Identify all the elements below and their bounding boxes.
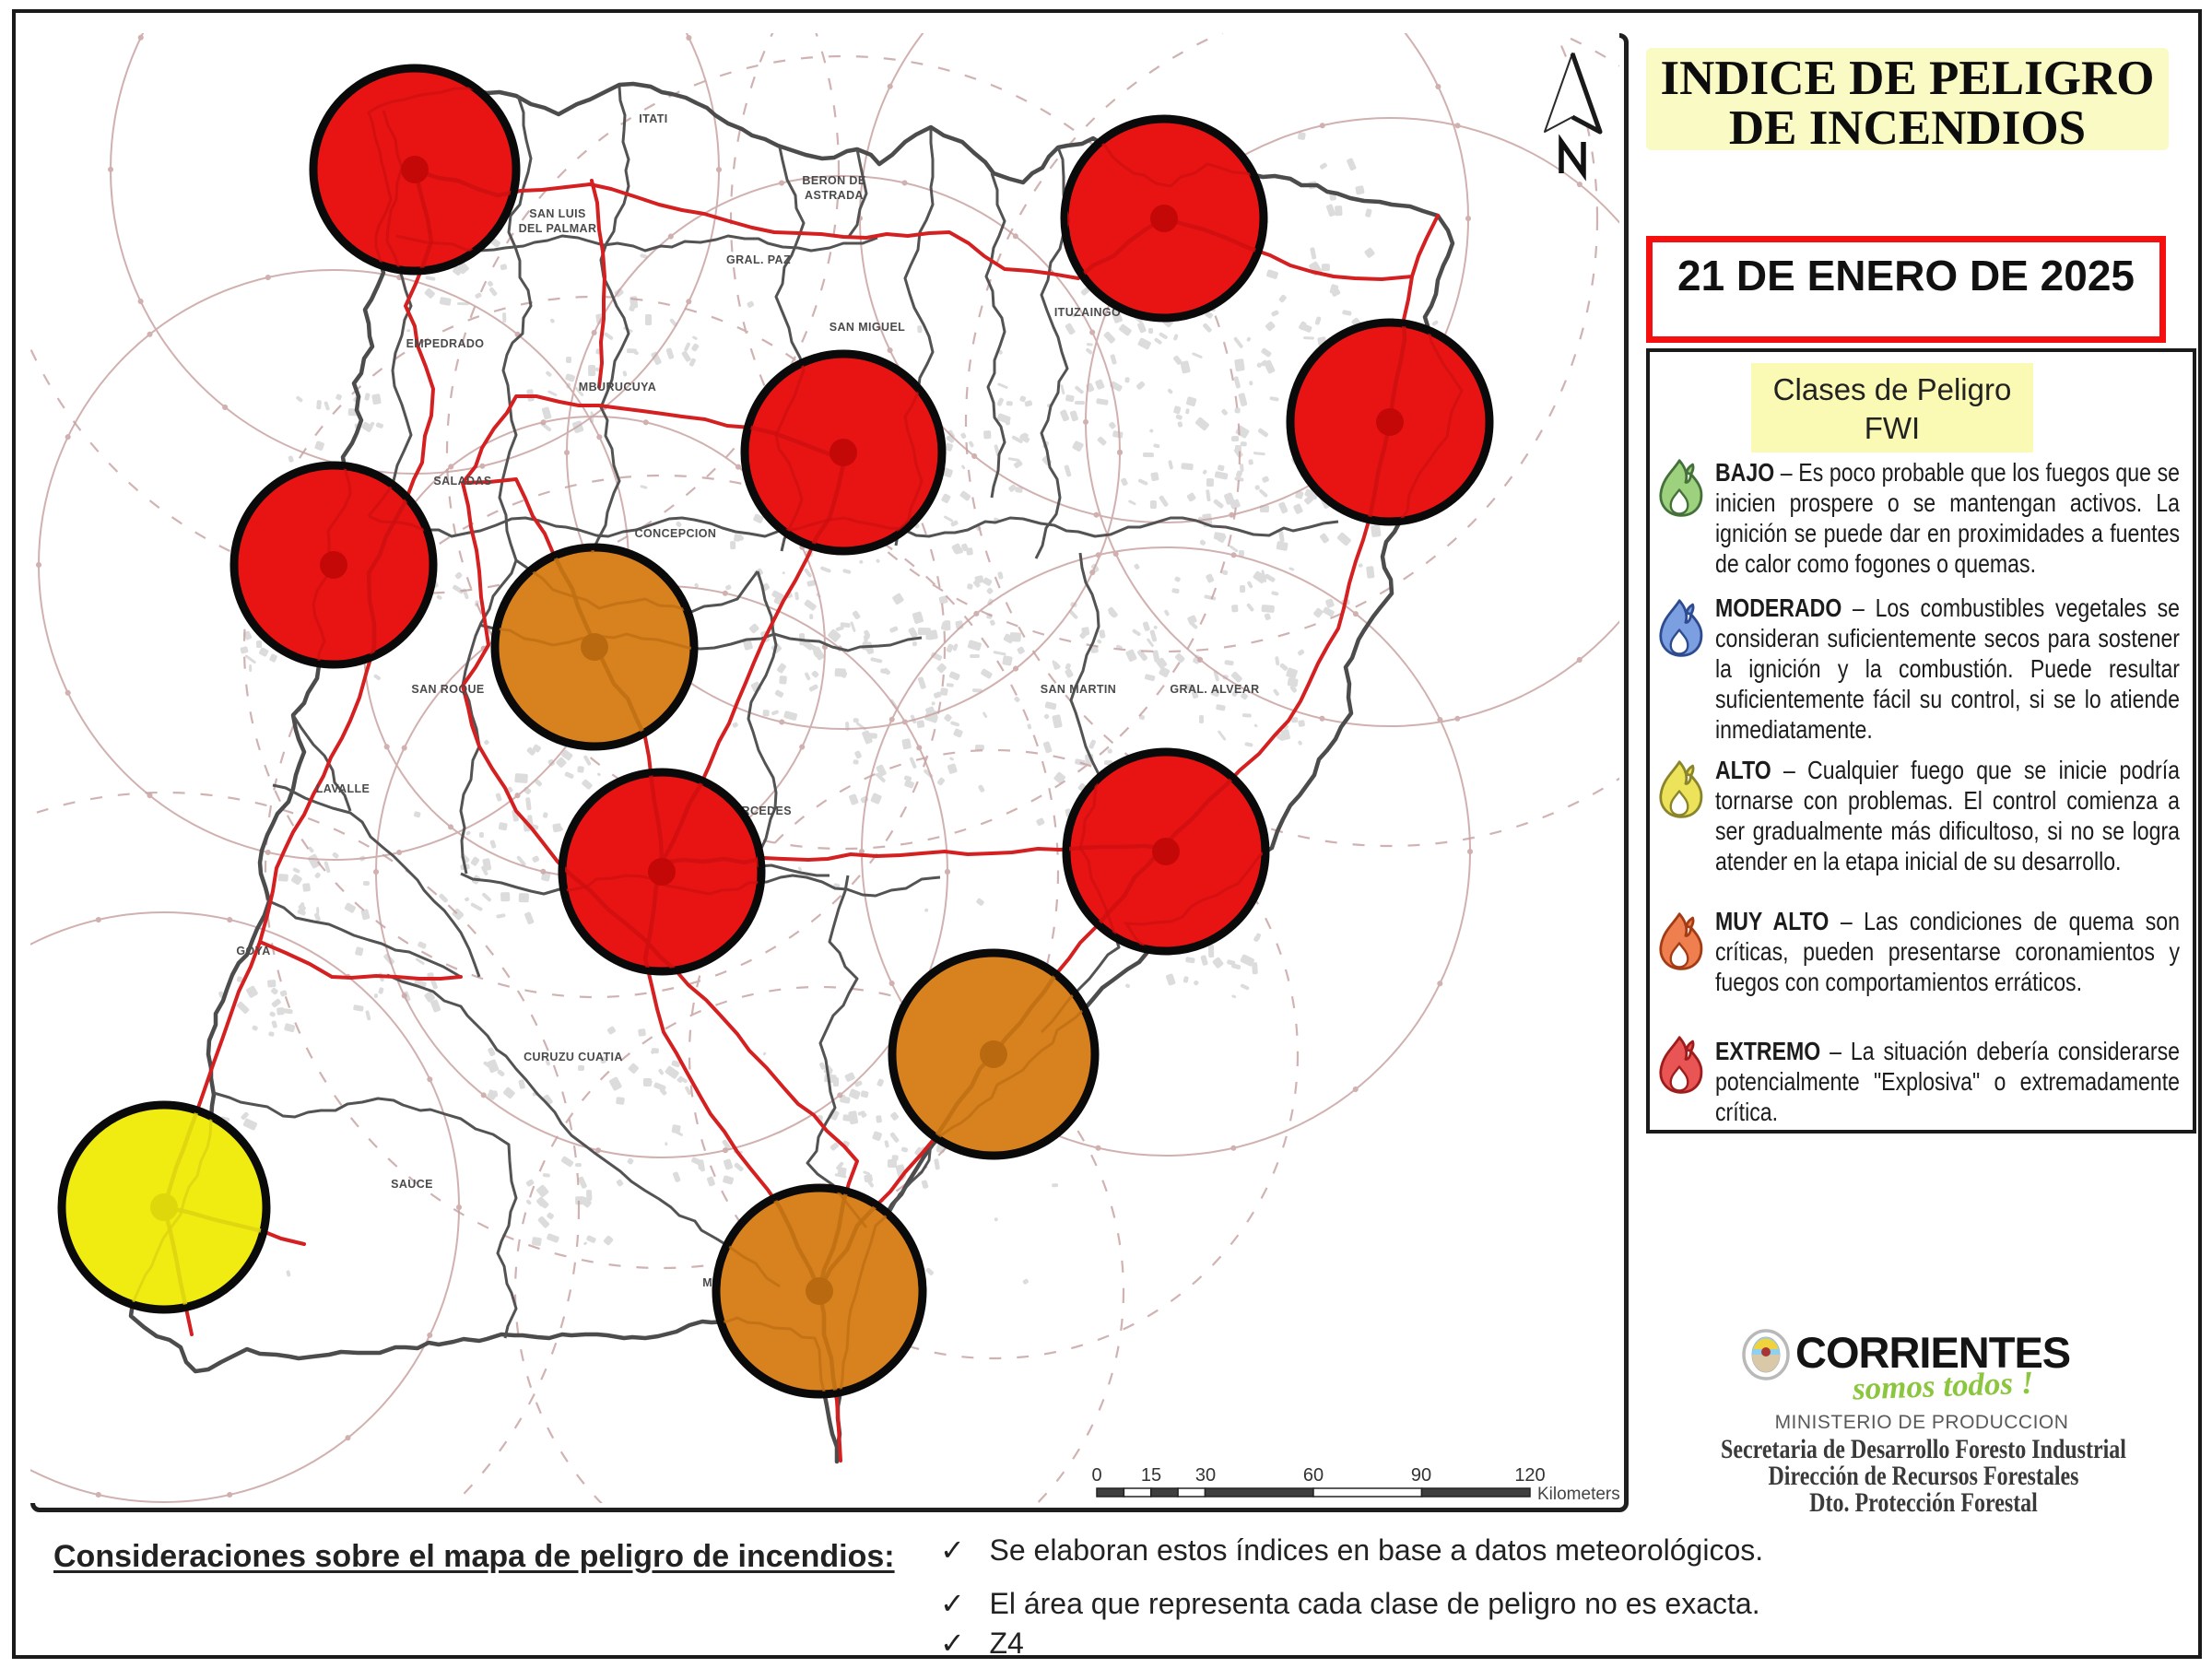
svg-text:0: 0 <box>1091 1465 1101 1486</box>
svg-text:ITUZAINGO: ITUZAINGO <box>1054 306 1121 319</box>
svg-text:SAN LUIS: SAN LUIS <box>529 207 586 220</box>
svg-text:ITATI: ITATI <box>639 112 667 125</box>
svg-text:120: 120 <box>1514 1465 1545 1486</box>
svg-text:MBURUCUYA: MBURUCUYA <box>579 381 656 394</box>
svg-text:GRAL. PAZ: GRAL. PAZ <box>726 253 791 266</box>
svg-text:SALADAS: SALADAS <box>433 475 491 487</box>
svg-text:Kilometers: Kilometers <box>1537 1485 1619 1503</box>
svg-text:BERON DE: BERON DE <box>802 174 865 187</box>
svg-text:EMPEDRADO: EMPEDRADO <box>406 337 485 350</box>
svg-text:GOYA: GOYA <box>236 945 270 957</box>
svg-text:SAN MARTIN: SAN MARTIN <box>1041 683 1116 696</box>
svg-text:60: 60 <box>1303 1465 1324 1486</box>
svg-text:CURUZU CUATIA: CURUZU CUATIA <box>524 1051 623 1063</box>
svg-text:30: 30 <box>1195 1465 1216 1486</box>
svg-text:SAN ROQUE: SAN ROQUE <box>411 683 484 696</box>
svg-text:GRAL. ALVEAR: GRAL. ALVEAR <box>1170 683 1259 696</box>
svg-text:DEL PALMAR: DEL PALMAR <box>519 222 597 235</box>
svg-text:15: 15 <box>1141 1465 1161 1486</box>
svg-text:CONCEPCION: CONCEPCION <box>635 527 717 540</box>
svg-text:90: 90 <box>1411 1465 1431 1486</box>
svg-text:ASTRADA: ASTRADA <box>805 189 864 202</box>
svg-text:SAN MIGUEL: SAN MIGUEL <box>830 321 905 334</box>
svg-text:SAUCE: SAUCE <box>391 1178 433 1191</box>
svg-text:LAVALLE: LAVALLE <box>316 782 371 795</box>
